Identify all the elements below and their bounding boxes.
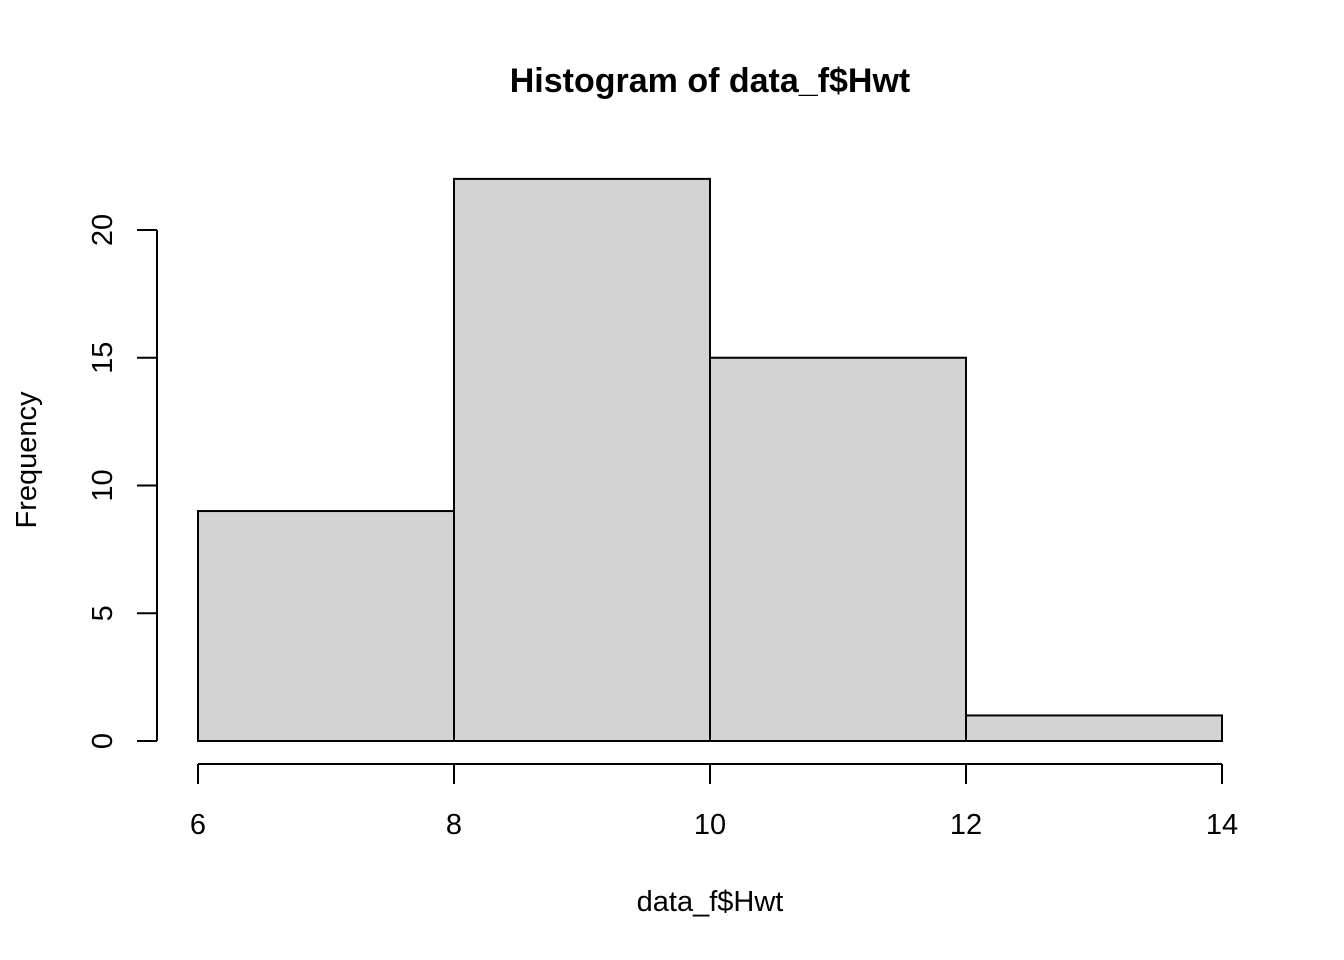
y-tick-label: 15 — [87, 342, 119, 374]
x-axis-label: data_f$Hwt — [637, 886, 784, 918]
x-tick-label: 12 — [950, 809, 982, 841]
histogram-bar-2 — [709, 356, 967, 742]
chart-title: Histogram of data_f$Hwt — [510, 62, 911, 100]
bars-group — [197, 177, 1223, 743]
histogram-bar-3 — [965, 714, 1223, 743]
y-tick-label: 5 — [87, 605, 119, 621]
x-axis: 6 8 10 12 14 — [190, 763, 1238, 841]
x-tick-label: 6 — [190, 809, 206, 841]
x-tick-label: 14 — [1206, 809, 1238, 841]
histogram-bar-1 — [453, 177, 711, 742]
x-tick-label: 10 — [694, 809, 726, 841]
x-tick-label: 8 — [446, 809, 462, 841]
histogram-bar-0 — [197, 510, 455, 742]
y-tick-label: 0 — [87, 733, 119, 749]
y-axis: 0 5 10 15 20 — [87, 214, 158, 749]
y-tick-label: 10 — [87, 469, 119, 501]
y-axis-label: Frequency — [11, 391, 43, 529]
y-tick-label: 20 — [87, 214, 119, 246]
